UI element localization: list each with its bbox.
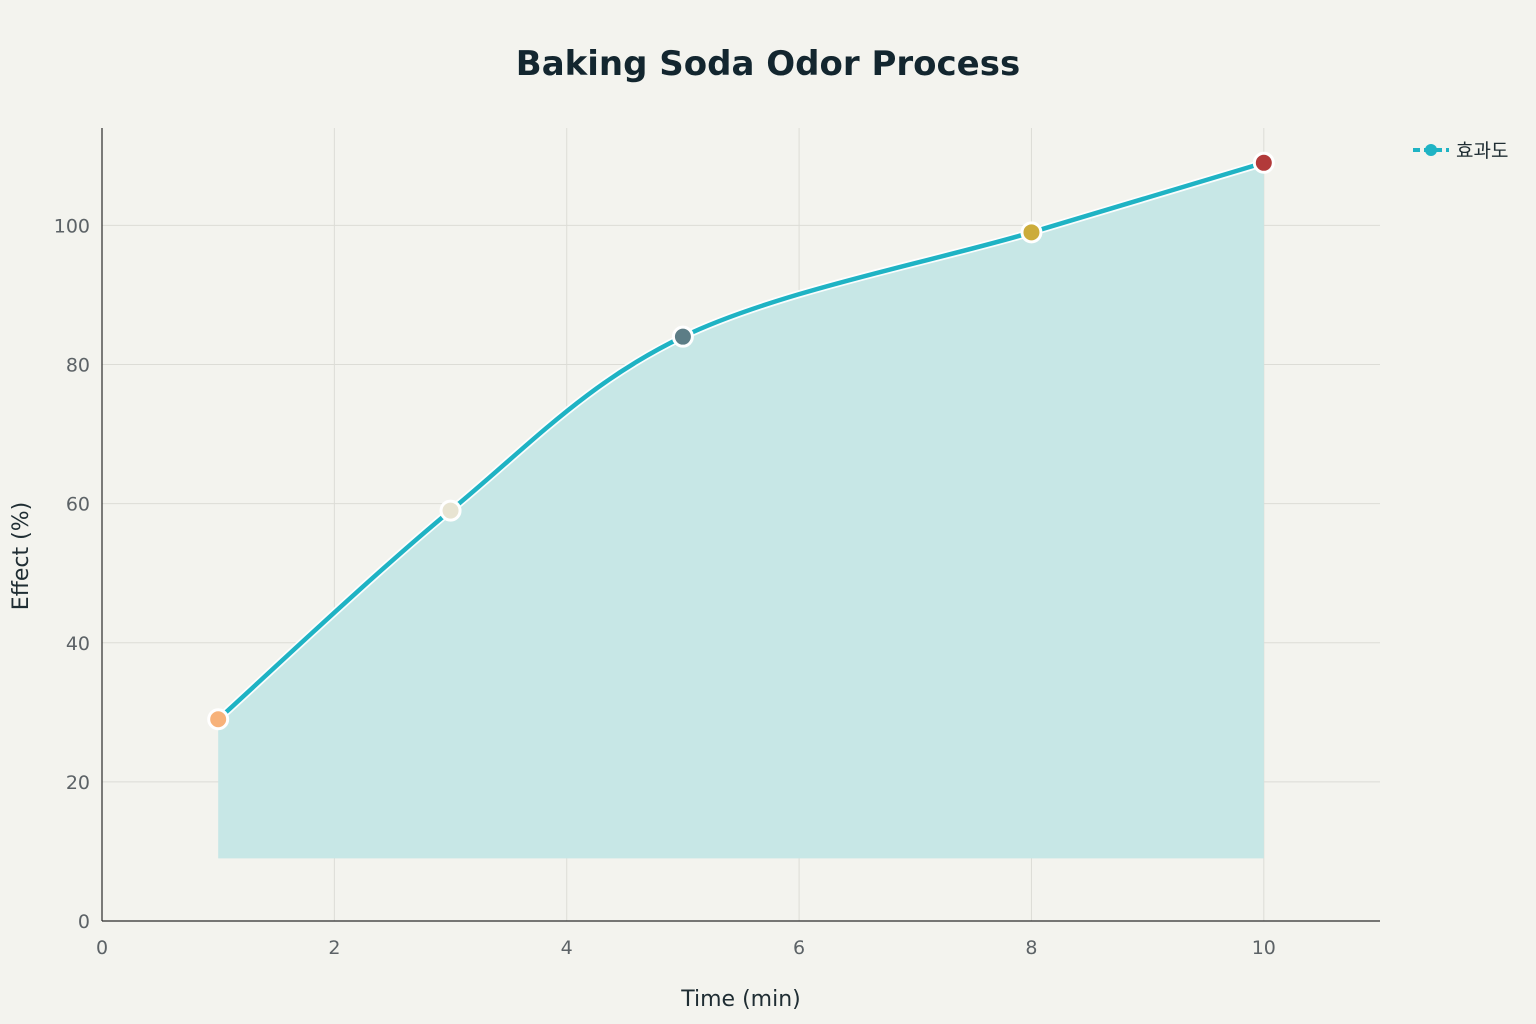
y-tick-label: 0 — [78, 911, 90, 933]
x-axis-title: Time (min) — [680, 987, 801, 1012]
x-tick-label: 4 — [561, 937, 573, 959]
x-tick-label: 6 — [793, 937, 805, 959]
area-layer — [218, 162, 1264, 859]
legend-marker-swatch — [1425, 144, 1437, 156]
x-tick-label: 10 — [1252, 937, 1276, 959]
legend-label: 효과도 — [1456, 140, 1508, 162]
y-tick-label: 20 — [66, 772, 90, 794]
data-point — [439, 499, 462, 522]
x-tick-label: 0 — [96, 937, 108, 959]
chart-title: Baking Soda Odor Process — [516, 44, 1020, 84]
axes — [101, 128, 1380, 922]
y-axis-title: Effect (%) — [9, 502, 34, 610]
data-point — [207, 708, 230, 731]
x-tick-label: 8 — [1025, 937, 1037, 959]
data-point — [671, 325, 694, 348]
marker-layer — [207, 151, 1275, 731]
data-point — [1020, 221, 1043, 244]
y-tick-label: 80 — [66, 355, 90, 377]
y-tick-label: 60 — [66, 494, 90, 516]
y-tick-label: 100 — [54, 215, 90, 237]
legend: 효과도 — [1413, 140, 1508, 162]
area-fill — [218, 162, 1264, 859]
y-tick-label: 40 — [66, 633, 90, 655]
x-tick-label: 2 — [328, 937, 340, 959]
data-point — [1252, 151, 1275, 174]
